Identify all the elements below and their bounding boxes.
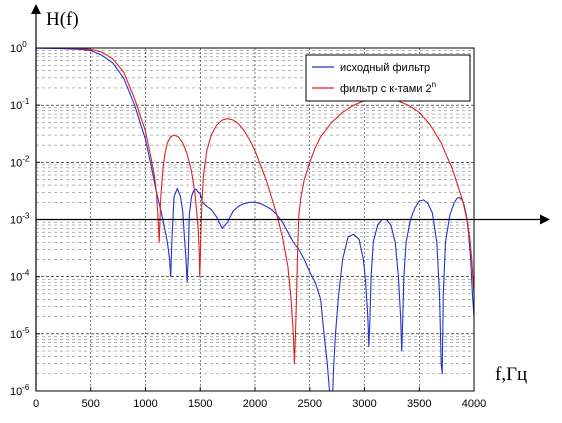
y-tick-base: 10 (10, 329, 22, 341)
x-tick-label: 3500 (407, 398, 431, 410)
x-tick-label: 2000 (243, 398, 267, 410)
y-tick-label: 10-4 (10, 269, 30, 284)
y-tick-base: 10 (10, 386, 22, 398)
y-tick-exponent: -5 (22, 326, 30, 335)
y-tick-label: 10-2 (10, 154, 30, 169)
y-tick-base: 10 (10, 100, 22, 112)
legend-label-power-of-two-text: фильтр с к-тами 2 (340, 83, 432, 95)
legend-label-power-of-two: фильтр с к-тами 2n (340, 80, 436, 95)
y-tick-exponent: -4 (22, 269, 30, 278)
x-tick-label: 1000 (133, 398, 157, 410)
y-tick-exponent: 0 (22, 40, 27, 49)
cross-axes (31, 4, 550, 391)
y-tick-base: 10 (10, 215, 22, 227)
y-tick-base: 10 (10, 43, 22, 55)
horizontal-axis-arrow (540, 214, 550, 225)
legend-label-superscript: n (432, 80, 436, 89)
x-tick-label: 4000 (462, 398, 486, 410)
y-tick-base: 10 (10, 157, 22, 169)
y-tick-label: 10-5 (10, 326, 30, 341)
y-tick-exponent: -2 (22, 154, 30, 163)
legend-box (305, 54, 471, 102)
y-tick-label: 100 (10, 40, 27, 55)
y-tick-exponent: -3 (22, 212, 30, 221)
y-tick-exponent: -6 (22, 383, 30, 392)
x-axis-title: f,Гц (495, 364, 527, 385)
y-axis-title: H(f) (46, 9, 79, 30)
legend-label-original: исходный фильтр (340, 62, 430, 74)
axis-ticks: 0 500 1000 1500 2000 2500 3000 3500 400010010-11… (10, 40, 486, 410)
y-tick-label: 10-3 (10, 212, 30, 227)
y-tick-label: 10-1 (10, 97, 30, 112)
vertical-axis-arrow (31, 4, 41, 14)
x-tick-label: 1500 (188, 398, 212, 410)
series-line-original (35, 47, 475, 392)
y-tick-base: 10 (10, 272, 22, 284)
x-tick-label: 2500 (298, 398, 322, 410)
y-tick-exponent: -1 (22, 97, 30, 106)
y-tick-label: 10-6 (10, 383, 30, 398)
x-tick-label: 0 (33, 398, 39, 410)
grid-lines (35, 48, 475, 392)
x-tick-label: 500 (82, 398, 100, 410)
x-tick-label: 3000 (352, 398, 376, 410)
legend: исходный фильтр фильтр с к-тами 2n (305, 54, 471, 102)
